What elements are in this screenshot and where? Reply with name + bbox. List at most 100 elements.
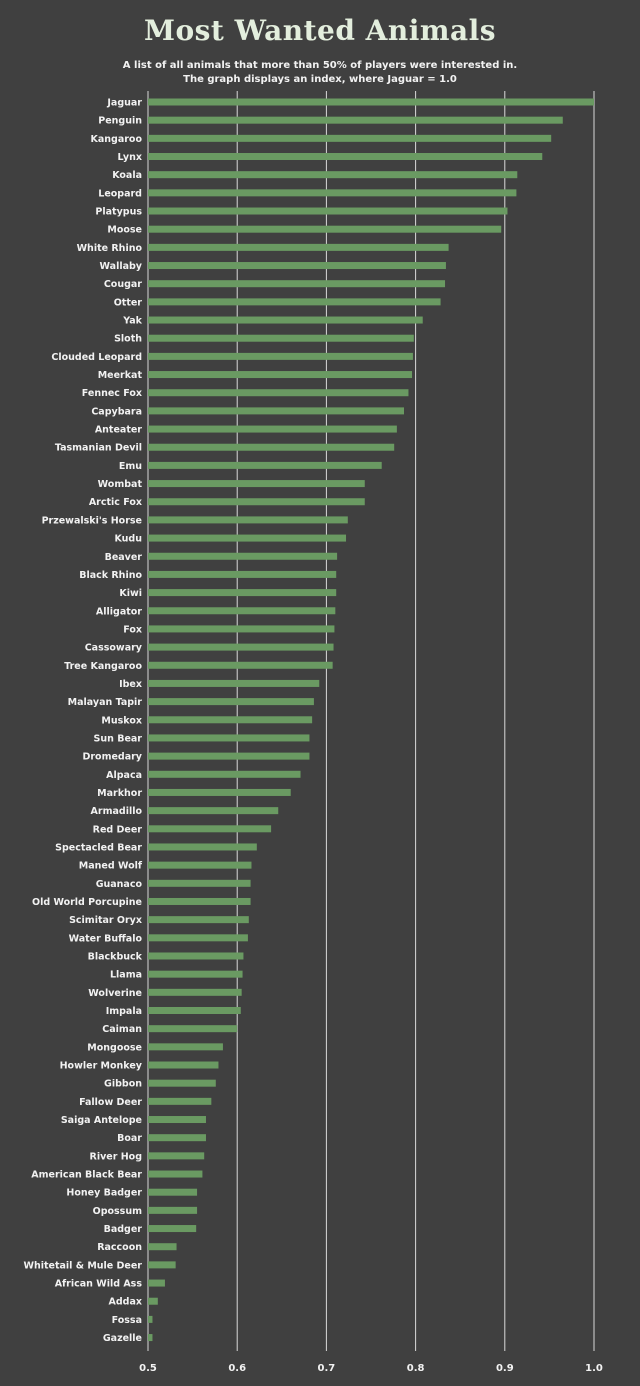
category-label: Spectacled Bear: [55, 842, 142, 853]
category-label: Markhor: [97, 788, 142, 799]
bar: [148, 1061, 219, 1069]
bar: [148, 189, 517, 197]
bar: [148, 897, 251, 905]
bar: [148, 1170, 203, 1178]
category-label: Raccoon: [97, 1242, 142, 1253]
bar: [148, 1225, 197, 1233]
bar: [148, 934, 248, 942]
bar: [148, 734, 310, 742]
bar: [148, 988, 242, 996]
category-label: Fallow Deer: [79, 1097, 142, 1108]
category-label: Sun Bear: [94, 733, 143, 744]
bar: [148, 171, 518, 179]
category-label: Caiman: [102, 1024, 142, 1035]
bar: [148, 625, 335, 633]
category-label: Opossum: [93, 1206, 142, 1217]
category-label: Wolverine: [88, 988, 142, 999]
bar: [148, 970, 243, 978]
bar: [148, 153, 543, 161]
bar: [148, 643, 334, 651]
bar: [148, 1261, 176, 1269]
bar: [148, 480, 365, 488]
category-label: American Black Bear: [31, 1170, 142, 1181]
bar: [148, 589, 337, 597]
bar: [148, 807, 279, 815]
bar: [148, 1206, 198, 1214]
category-label: Clouded Leopard: [51, 352, 142, 363]
category-label: African Wild Ass: [55, 1279, 143, 1290]
category-label: Boar: [117, 1133, 142, 1144]
category-label: Impala: [106, 1006, 142, 1017]
chart-subtitle-line-1: A list of all animals that more than 50%…: [122, 60, 518, 71]
category-label: Muskox: [101, 715, 142, 726]
category-label: Beaver: [105, 552, 143, 563]
bar: [148, 1134, 206, 1142]
category-label: Penguin: [98, 116, 142, 127]
category-label: Guanaco: [96, 879, 143, 890]
category-label: Honey Badger: [66, 1188, 142, 1199]
category-label: Cougar: [104, 279, 142, 290]
bar: [148, 280, 446, 288]
category-label: Llama: [110, 970, 142, 981]
bar: [148, 516, 348, 524]
bar: [148, 225, 502, 233]
category-label: Fennec Fox: [82, 388, 142, 399]
bar: [148, 552, 338, 560]
category-label: Howler Monkey: [60, 1061, 143, 1072]
x-tick-label: 0.5: [139, 1363, 157, 1374]
bar: [148, 316, 423, 324]
category-label: Arctic Fox: [89, 497, 142, 508]
category-label: Capybara: [91, 406, 142, 417]
bar: [148, 298, 441, 306]
category-label: Lynx: [118, 152, 143, 163]
category-label: Tasmanian Devil: [55, 443, 142, 454]
category-label: Fox: [123, 624, 142, 635]
category-label: Fossa: [112, 1315, 142, 1326]
bar: [148, 1315, 153, 1323]
category-label: Whitetail & Mule Deer: [23, 1260, 142, 1271]
bar: [148, 661, 333, 669]
bar: [148, 1025, 238, 1033]
bar: [148, 1279, 165, 1287]
category-label: Cassowary: [85, 643, 143, 654]
category-label: Meerkat: [98, 370, 143, 381]
bar: [148, 825, 272, 833]
category-label: Wallaby: [100, 261, 143, 272]
bar: [148, 916, 249, 924]
category-label: Armadillo: [91, 806, 143, 817]
bar: [148, 534, 347, 542]
category-label: Alpaca: [106, 770, 142, 781]
category-label: Jaguar: [106, 98, 142, 109]
bar: [148, 570, 337, 578]
bar: [148, 1334, 153, 1342]
category-label: Emu: [119, 461, 142, 472]
category-label: Badger: [104, 1224, 143, 1235]
bar: [148, 698, 314, 706]
bar: [148, 1097, 212, 1105]
category-label: Gazelle: [103, 1333, 142, 1344]
bar: [148, 1152, 205, 1160]
category-label: Water Buffalo: [69, 933, 143, 944]
x-tick-label: 0.8: [407, 1363, 425, 1374]
bar: [148, 443, 395, 451]
category-label: Old World Porcupine: [32, 897, 142, 908]
bar: [148, 461, 382, 469]
bar: [148, 1243, 177, 1251]
bar: [148, 1297, 158, 1305]
bar: [148, 134, 552, 142]
bar: [148, 770, 301, 778]
category-label: Kiwi: [119, 588, 142, 599]
x-tick-label: 0.6: [228, 1363, 246, 1374]
category-label: Yak: [122, 316, 142, 327]
x-tick-label: 1.0: [585, 1363, 603, 1374]
bar: [148, 1043, 223, 1051]
bar: [148, 407, 405, 415]
category-label: Malayan Tapir: [68, 697, 143, 708]
bar: [148, 1188, 198, 1196]
category-label: Koala: [112, 170, 142, 181]
category-label: Mongoose: [87, 1042, 142, 1053]
bar: [148, 1007, 241, 1014]
category-label: Blackbuck: [88, 951, 143, 962]
category-label: Gibbon: [104, 1079, 142, 1090]
